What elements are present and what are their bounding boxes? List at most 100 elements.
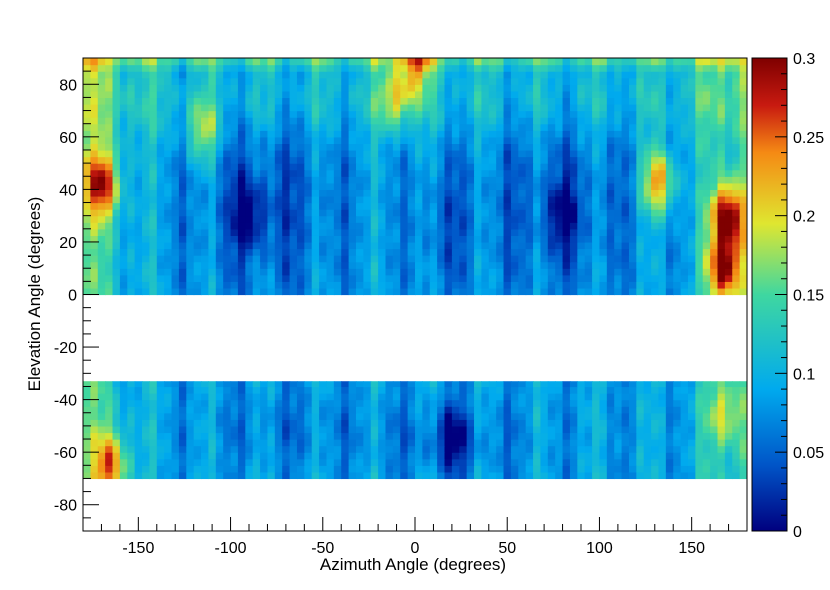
heatmap-cell xyxy=(643,228,652,236)
heatmap-cell xyxy=(282,130,291,138)
heatmap-cell xyxy=(555,386,564,394)
heatmap-cell xyxy=(451,123,460,131)
heatmap-cell xyxy=(296,235,305,243)
heatmap-cell xyxy=(400,195,409,204)
heatmap-cell xyxy=(134,149,143,158)
heatmap-cell xyxy=(496,439,505,447)
heatmap-cell xyxy=(105,123,114,131)
heatmap-cell xyxy=(378,432,387,440)
heatmap-cell xyxy=(555,399,564,407)
heatmap-cell xyxy=(267,130,276,138)
heatmap-cell xyxy=(193,281,202,289)
heatmap-cell xyxy=(680,471,689,480)
heatmap-cell xyxy=(510,439,519,447)
heatmap-cell xyxy=(142,261,150,269)
heatmap-cell xyxy=(378,274,387,282)
heatmap-cell xyxy=(496,222,505,230)
heatmap-cell xyxy=(355,255,364,263)
heatmap-cell xyxy=(178,123,187,131)
heatmap-cell xyxy=(643,149,652,158)
heatmap-cell xyxy=(422,130,431,138)
heatmap-cell xyxy=(134,209,143,217)
heatmap-cell xyxy=(599,274,608,282)
heatmap-cell xyxy=(215,149,224,158)
heatmap-cell xyxy=(415,458,423,466)
heatmap-cell xyxy=(319,117,328,125)
heatmap-cell xyxy=(533,215,542,223)
heatmap-cell xyxy=(474,189,482,197)
heatmap-cell xyxy=(400,235,409,243)
heatmap-cell xyxy=(533,136,542,144)
heatmap-cell xyxy=(481,202,490,210)
heatmap-cell xyxy=(289,381,298,388)
heatmap-cell xyxy=(97,58,106,66)
heatmap-cell xyxy=(658,465,667,473)
heatmap-cell xyxy=(643,268,652,276)
heatmap-cell xyxy=(459,189,468,197)
heatmap-cell xyxy=(422,123,431,131)
heatmap-cell xyxy=(429,281,438,289)
heatmap-cell xyxy=(296,195,305,204)
heatmap-cell xyxy=(592,458,601,466)
heatmap-cell xyxy=(614,195,623,204)
heatmap-cell xyxy=(296,84,305,92)
heatmap-cell xyxy=(577,84,586,92)
heatmap-cell xyxy=(717,228,726,236)
heatmap-cell xyxy=(503,274,512,282)
heatmap-cell xyxy=(503,90,512,99)
heatmap-cell xyxy=(451,84,460,92)
heatmap-cell xyxy=(90,406,99,414)
heatmap-cell xyxy=(90,399,99,407)
heatmap-cell xyxy=(171,419,180,427)
heatmap-cell xyxy=(245,143,254,151)
heatmap-cell xyxy=(112,274,121,282)
heatmap-cell xyxy=(702,209,711,217)
heatmap-cell xyxy=(260,399,269,407)
heatmap-cell xyxy=(518,71,527,79)
heatmap-cell xyxy=(474,169,482,177)
heatmap-cell xyxy=(178,445,187,453)
heatmap-cell xyxy=(156,399,165,407)
heatmap-cell xyxy=(363,274,372,282)
heatmap-cell xyxy=(710,393,719,401)
heatmap-cell xyxy=(555,58,564,66)
heatmap-cell xyxy=(518,182,527,190)
heatmap-cell xyxy=(105,117,114,125)
heatmap-cell xyxy=(156,117,165,125)
heatmap-cell xyxy=(142,393,150,401)
heatmap-cell xyxy=(687,182,696,190)
heatmap-cell xyxy=(237,110,246,118)
heatmap-cell xyxy=(614,117,623,125)
heatmap-cell xyxy=(267,274,276,282)
heatmap-cell xyxy=(466,143,475,151)
heatmap-cell xyxy=(252,425,261,434)
heatmap-cell xyxy=(555,149,564,158)
heatmap-cell xyxy=(355,90,364,99)
heatmap-cell xyxy=(407,458,416,466)
heatmap-cell xyxy=(260,58,269,66)
heatmap-cell xyxy=(695,412,704,420)
heatmap-cell xyxy=(223,465,232,473)
heatmap-cell xyxy=(326,241,335,250)
heatmap-cell xyxy=(415,274,423,282)
heatmap-cell xyxy=(178,130,187,138)
heatmap-cell xyxy=(695,386,704,394)
heatmap-cell xyxy=(599,176,608,184)
heatmap-cell xyxy=(90,471,99,480)
heatmap-cell xyxy=(304,90,313,99)
heatmap-cell xyxy=(533,195,542,204)
heatmap-cell xyxy=(267,182,276,190)
heatmap-cell xyxy=(628,465,637,473)
heatmap-cell xyxy=(378,189,387,197)
heatmap-cell xyxy=(201,393,210,401)
heatmap-cell xyxy=(717,84,726,92)
heatmap-cell xyxy=(385,432,394,440)
heatmap-cell xyxy=(400,471,409,480)
heatmap-cell xyxy=(555,406,564,414)
heatmap-cell xyxy=(127,268,136,276)
heatmap-cell xyxy=(481,58,490,66)
heatmap-cell xyxy=(673,386,682,394)
heatmap-cell xyxy=(540,195,549,204)
heatmap-cell xyxy=(444,399,453,407)
heatmap-cell xyxy=(355,103,364,112)
